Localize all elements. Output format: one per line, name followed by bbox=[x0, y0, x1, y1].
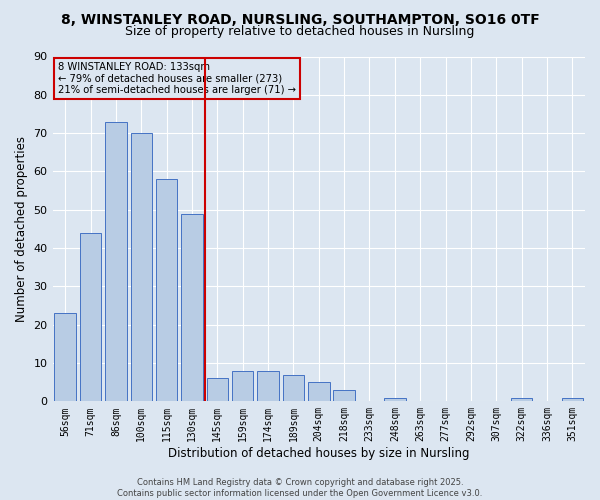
Bar bbox=[55, 313, 76, 402]
X-axis label: Distribution of detached houses by size in Nursling: Distribution of detached houses by size … bbox=[168, 447, 470, 460]
Bar bbox=[232, 370, 253, 402]
Bar bbox=[80, 232, 101, 402]
Bar bbox=[283, 374, 304, 402]
Bar bbox=[105, 122, 127, 402]
Bar bbox=[206, 378, 228, 402]
Text: 8 WINSTANLEY ROAD: 133sqm
← 79% of detached houses are smaller (273)
21% of semi: 8 WINSTANLEY ROAD: 133sqm ← 79% of detac… bbox=[58, 62, 296, 95]
Y-axis label: Number of detached properties: Number of detached properties bbox=[15, 136, 28, 322]
Bar bbox=[384, 398, 406, 402]
Text: Contains HM Land Registry data © Crown copyright and database right 2025.
Contai: Contains HM Land Registry data © Crown c… bbox=[118, 478, 482, 498]
Bar bbox=[156, 179, 178, 402]
Text: Size of property relative to detached houses in Nursling: Size of property relative to detached ho… bbox=[125, 25, 475, 38]
Bar bbox=[308, 382, 329, 402]
Bar bbox=[334, 390, 355, 402]
Text: 8, WINSTANLEY ROAD, NURSLING, SOUTHAMPTON, SO16 0TF: 8, WINSTANLEY ROAD, NURSLING, SOUTHAMPTO… bbox=[61, 12, 539, 26]
Bar bbox=[257, 370, 279, 402]
Bar bbox=[511, 398, 532, 402]
Bar bbox=[181, 214, 203, 402]
Bar bbox=[562, 398, 583, 402]
Bar bbox=[131, 133, 152, 402]
